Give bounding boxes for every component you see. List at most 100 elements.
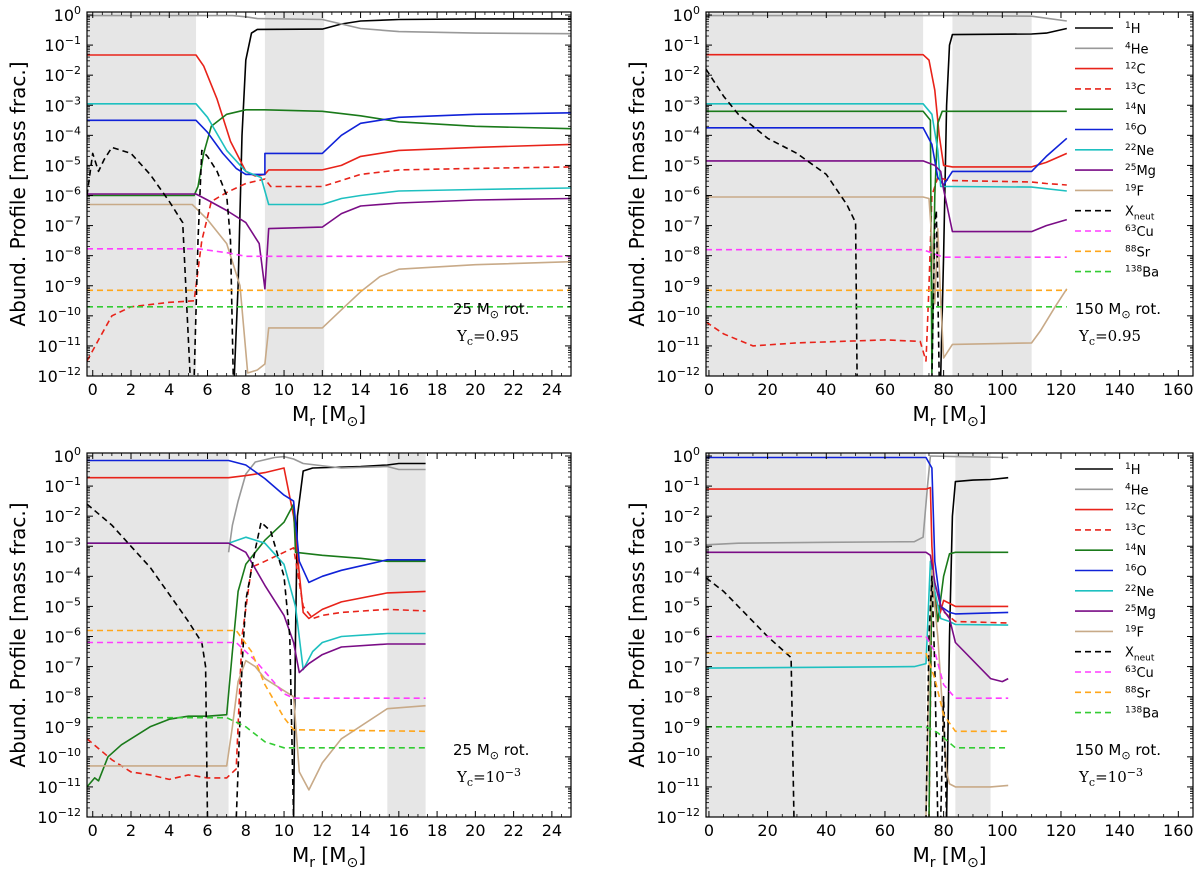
y-tick-label: 10−12 xyxy=(656,806,700,827)
series-22ne xyxy=(87,103,571,206)
yc-annotation: Yc=10−3 xyxy=(1078,766,1143,789)
shaded-region-1 xyxy=(706,453,927,817)
y-tick-label: 10−3 xyxy=(44,535,81,556)
x-label-sub: r xyxy=(930,414,936,430)
x-label-m: M xyxy=(292,402,309,426)
y-tick-label: 10−2 xyxy=(663,64,700,85)
legend-element: Ba xyxy=(1142,707,1159,722)
series-1h xyxy=(292,462,426,817)
legend-label: 22Ne xyxy=(1125,584,1154,600)
y-tick-exponent: 0 xyxy=(74,4,81,17)
y-tick-base: 10 xyxy=(54,447,74,466)
series-group xyxy=(706,455,1009,817)
y-tick-base: 10 xyxy=(37,337,57,356)
panel-3: 10−1210−1110−1010−910−810−710−610−510−41… xyxy=(6,445,572,869)
y-tick-exponent: −1 xyxy=(65,34,81,47)
series-63cu xyxy=(87,248,571,258)
y-tick-exponent: −3 xyxy=(65,94,81,107)
y-tick-base: 10 xyxy=(44,718,64,737)
legend-iso: 1 xyxy=(1125,462,1131,472)
yc-label: Y xyxy=(456,327,468,345)
legend-iso: 138 xyxy=(1125,706,1142,716)
y-tick-base: 10 xyxy=(656,778,676,797)
x-tick-label: 20 xyxy=(757,821,777,840)
legend-iso: 19 xyxy=(1125,624,1137,634)
legend-label: 138Ba xyxy=(1125,706,1159,722)
y-tick-exponent: −1 xyxy=(684,475,700,488)
y-tick-exponent: −6 xyxy=(684,626,700,639)
legend-iso: 12 xyxy=(1125,503,1136,513)
y-tick-base: 10 xyxy=(44,567,64,586)
y-tick-exponent: −4 xyxy=(684,124,700,137)
y-tick-exponent: −1 xyxy=(684,34,700,47)
y-tick-exponent: −4 xyxy=(65,565,81,578)
sun-symbol: ⊙ xyxy=(490,749,499,762)
series-13c xyxy=(87,166,571,362)
legend-label: 25Mg xyxy=(1125,604,1156,620)
legend-element: C xyxy=(1136,63,1145,78)
y-tick-label: 10−6 xyxy=(44,626,81,647)
y-tick-exponent: −12 xyxy=(58,365,81,378)
y-tick-base: 10 xyxy=(663,567,683,586)
x-tick-label: 160 xyxy=(1163,380,1194,399)
x-tick-label: 80 xyxy=(933,380,953,399)
panel-1: 10−1210−1110−1010−910−810−710−610−510−41… xyxy=(6,4,572,430)
series-138ba xyxy=(87,716,426,749)
x-tick-label: 22 xyxy=(503,821,523,840)
series-16o xyxy=(87,112,571,176)
legend-element: N xyxy=(1136,544,1146,559)
y-tick-exponent: −1 xyxy=(65,475,81,488)
y-tick-label: 10−11 xyxy=(656,335,700,356)
y-tick-label: 10−7 xyxy=(663,656,700,677)
y-tick-base: 10 xyxy=(44,628,64,647)
y-tick-base: 10 xyxy=(44,96,64,115)
y-tick-exponent: −3 xyxy=(684,94,700,107)
y-tick-exponent: −5 xyxy=(684,154,700,167)
legend: 1H4He12C13C14N16O22Ne25Mg19FXneut63Cu88S… xyxy=(1075,462,1159,722)
legend-label: 63Cu xyxy=(1125,665,1154,681)
y-tick-exponent: −9 xyxy=(65,716,81,729)
y-tick-base: 10 xyxy=(44,688,64,707)
y-tick-label: 10−5 xyxy=(663,154,700,175)
legend-label: 16O xyxy=(1125,564,1147,580)
y-tick-exponent: −7 xyxy=(684,656,700,669)
legend-label: 4He xyxy=(1125,482,1149,498)
y-tick-label: 10−2 xyxy=(44,64,81,85)
x-tick-label: 0 xyxy=(88,821,98,840)
y-tick-base: 10 xyxy=(663,507,683,526)
legend-label: 63Cu xyxy=(1125,224,1154,240)
y-tick-exponent: −7 xyxy=(684,215,700,228)
shaded-region-1 xyxy=(706,12,924,376)
y-tick-label: 10−8 xyxy=(663,686,700,707)
legend-label: 1H xyxy=(1125,21,1141,37)
legend-iso: 63 xyxy=(1125,665,1136,675)
legend-label: 4He xyxy=(1125,41,1149,57)
y-tick-base: 10 xyxy=(663,658,683,677)
y-tick-exponent: −7 xyxy=(65,656,81,669)
y-tick-base: 10 xyxy=(37,808,57,827)
mass-annotation: 150 M⊙ rot. xyxy=(1075,300,1161,321)
x-label-m: M xyxy=(292,843,309,867)
yc-value: =10 xyxy=(1095,768,1127,786)
legend-label: 12C xyxy=(1125,503,1146,519)
legend-element: Cu xyxy=(1136,666,1153,681)
y-axis-label: Abund. Profile [mass frac.] xyxy=(6,502,30,767)
legend-label: 14N xyxy=(1125,102,1146,118)
mass-annotation: 25 M⊙ rot. xyxy=(453,741,529,762)
y-tick-exponent: −2 xyxy=(65,505,81,518)
y-tick-label: 10−1 xyxy=(663,475,700,496)
x-label-sub: r xyxy=(930,855,936,869)
legend-iso: 13 xyxy=(1125,82,1136,92)
x-tick-label: 100 xyxy=(987,821,1018,840)
panel-4: 10−1210−1110−1010−910−810−710−610−510−41… xyxy=(625,445,1194,869)
y-tick-label: 100 xyxy=(54,445,81,466)
y-axis-label: Abund. Profile [mass frac.] xyxy=(6,61,30,326)
legend-label: 12C xyxy=(1125,62,1146,78)
y-tick-base: 10 xyxy=(663,156,683,175)
x-tick-label: 20 xyxy=(757,380,777,399)
x-tick-label: 40 xyxy=(816,380,836,399)
x-tick-label: 8 xyxy=(241,380,251,399)
series-13c xyxy=(706,176,1067,362)
y-tick-label: 10−12 xyxy=(656,365,700,386)
series-25mg xyxy=(706,551,1009,683)
